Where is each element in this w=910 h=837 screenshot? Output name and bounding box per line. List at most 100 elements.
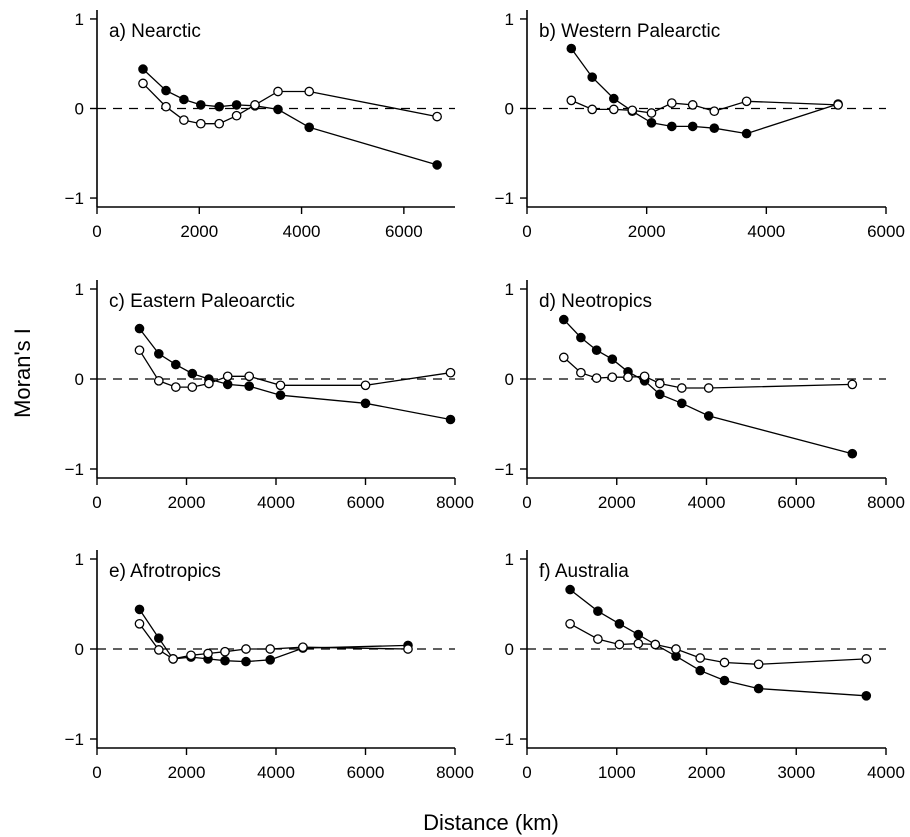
x-axis-label: Distance (km)	[423, 810, 559, 835]
data-point-open	[241, 644, 251, 654]
y-tick-label: 1	[75, 10, 84, 29]
x-tick-label: 8000	[436, 763, 474, 782]
data-point-open	[138, 78, 148, 89]
data-point-open	[623, 372, 633, 383]
data-point-open	[593, 634, 603, 644]
data-point-open	[591, 373, 602, 383]
data-point-filled	[231, 100, 242, 110]
x-tick-label: 6000	[347, 493, 385, 512]
data-point-filled	[445, 414, 456, 425]
x-tick-label: 6000	[777, 493, 815, 512]
x-tick-label: 2000	[688, 763, 726, 782]
chart-panel-5: −1 0 1 0 2000 4000 6000 8000 e) Afrotropics	[65, 550, 474, 782]
data-point-filled	[703, 411, 714, 421]
data-point-open	[273, 86, 283, 97]
data-point-filled	[591, 345, 602, 355]
data-point-open	[214, 118, 225, 129]
y-tick-label: −1	[495, 189, 514, 208]
data-point-filled	[161, 85, 171, 96]
data-point-open	[220, 646, 230, 657]
data-point-filled	[196, 100, 206, 110]
data-point-filled	[593, 606, 603, 616]
data-point-open	[134, 618, 145, 629]
data-point-open	[179, 115, 189, 125]
data-point-open	[558, 352, 569, 363]
data-point-open	[861, 654, 872, 664]
x-tick-label: 6000	[385, 222, 423, 241]
x-tick-label: 2000	[168, 493, 206, 512]
y-tick-label: 1	[505, 550, 514, 569]
data-point-open	[741, 96, 752, 107]
data-point-filled	[614, 618, 625, 629]
series-line-open	[569, 623, 867, 665]
x-tick-label: 4000	[867, 763, 905, 782]
data-point-open	[445, 367, 456, 378]
data-point-filled	[220, 655, 230, 666]
data-point-open	[566, 95, 577, 106]
series-line-filled	[142, 68, 438, 166]
data-point-open	[607, 372, 618, 383]
data-point-open	[633, 638, 644, 649]
data-point-open	[587, 104, 598, 115]
data-point-filled	[241, 656, 251, 667]
data-point-open	[403, 644, 413, 654]
data-point-open	[666, 98, 677, 108]
data-point-filled	[576, 332, 586, 343]
y-tick-label: 0	[75, 640, 84, 659]
chart-panel-2: −1 0 1 0 2000 4000 6000 b) Western Palearctic	[495, 10, 905, 241]
data-point-filled	[222, 379, 233, 390]
data-point-filled	[134, 604, 145, 615]
y-tick-label: −1	[65, 460, 84, 479]
data-point-filled	[695, 665, 705, 676]
data-point-open	[360, 380, 371, 391]
x-tick-label: 4000	[257, 763, 295, 782]
panel-title: f) Australia	[539, 561, 629, 582]
data-point-open	[195, 118, 206, 129]
data-point-open	[703, 383, 714, 393]
data-point-filled	[654, 389, 665, 400]
data-point-open	[244, 371, 255, 382]
x-tick-label: 6000	[867, 222, 905, 241]
data-point-open	[170, 382, 181, 392]
x-tick-label: 2000	[628, 222, 666, 241]
series-line-filled	[138, 609, 409, 663]
x-tick-label: 4000	[747, 222, 785, 241]
y-tick-label: −1	[65, 189, 84, 208]
data-point-open	[753, 659, 764, 670]
x-tick-label: 1000	[598, 763, 636, 782]
series-line-open	[571, 99, 839, 114]
data-point-open	[265, 644, 276, 654]
data-point-filled	[719, 675, 730, 686]
x-tick-label: 0	[92, 493, 101, 512]
data-point-filled	[304, 122, 314, 133]
data-point-filled	[847, 448, 858, 459]
data-point-open	[432, 111, 442, 122]
data-point-filled	[179, 94, 189, 105]
data-point-filled	[646, 118, 657, 128]
data-point-filled	[666, 121, 677, 132]
data-point-filled	[558, 314, 569, 325]
series-line-filled	[138, 328, 451, 421]
data-point-open	[576, 367, 586, 378]
series-line-filled	[569, 589, 867, 697]
chart-panel-3: −1 0 1 0 2000 4000 6000 8000 c) Eastern Paleoarc…	[65, 280, 474, 512]
data-point-filled	[607, 354, 618, 364]
series-line-open	[563, 356, 853, 389]
x-tick-label: 3000	[777, 763, 815, 782]
data-point-open	[650, 639, 661, 650]
y-tick-label: 0	[505, 100, 514, 119]
series-line-filled	[570, 48, 839, 135]
x-tick-label: 2000	[598, 493, 636, 512]
data-point-open	[639, 371, 650, 382]
data-point-open	[275, 380, 286, 391]
panels-group: −1 0 1 0 2000 4000 6000 a) Nearctic −1 0 1 0 2000 400…	[65, 10, 905, 782]
x-tick-label: 2000	[180, 222, 218, 241]
data-point-open	[565, 618, 575, 629]
x-tick-label: 2000	[168, 763, 206, 782]
data-point-filled	[687, 121, 698, 132]
chart-panel-6: −1 0 1 0 1000 2000 3000 4000 f) Australia	[495, 550, 905, 782]
x-tick-label: 4000	[283, 222, 321, 241]
data-point-filled	[244, 381, 254, 391]
x-tick-label: 0	[92, 222, 101, 241]
